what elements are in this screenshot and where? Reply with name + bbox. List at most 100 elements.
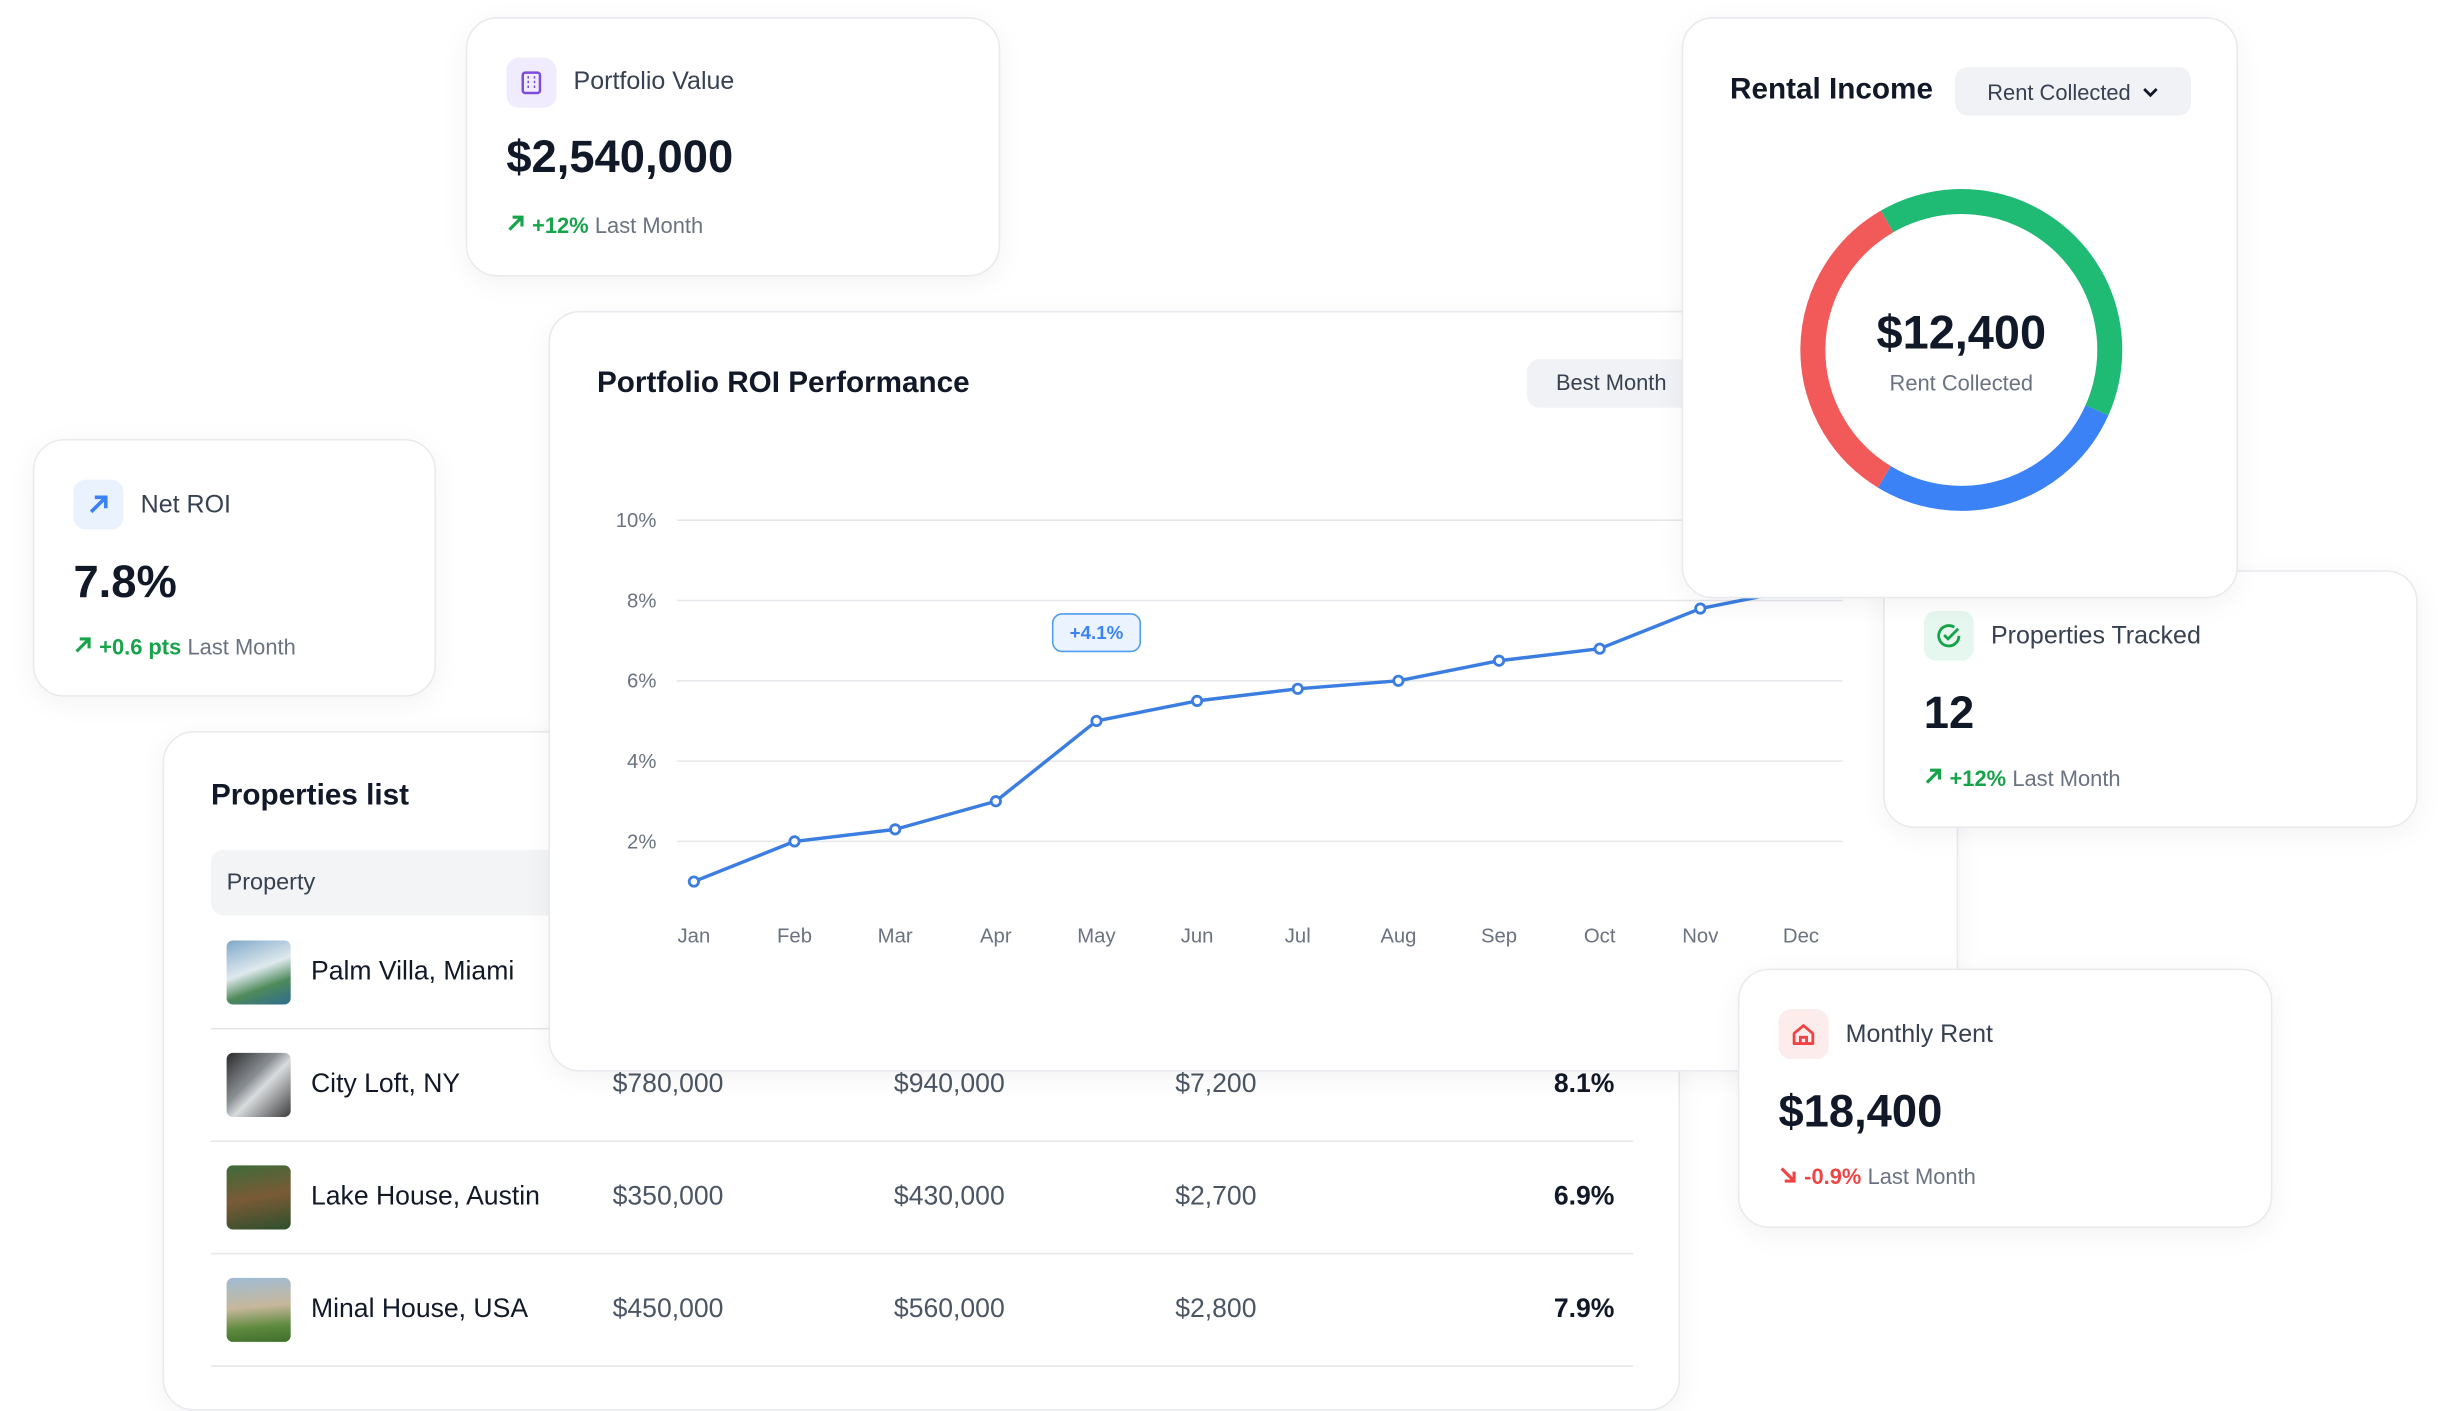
- data-point: [1191, 694, 1204, 707]
- data-point: [1392, 674, 1405, 687]
- chevron[interactable]: [2143, 85, 2159, 97]
- x-tick-label: Jul: [1285, 926, 1311, 948]
- change-period: Last Month: [1867, 1163, 1976, 1189]
- y-tick-label: 6%: [627, 671, 656, 693]
- data-point: [1694, 602, 1707, 615]
- table-title: Properties list: [210, 779, 410, 813]
- donut-center-value: $12,400: [1876, 307, 2047, 360]
- down-arrow: [1780, 1167, 1796, 1183]
- arrow-icon: [73, 479, 124, 530]
- header-cell: Property: [226, 869, 316, 896]
- property-name: City Loft, NY: [310, 1068, 461, 1099]
- property-cell: $430,000: [893, 1181, 1005, 1211]
- donut-segment: [1800, 210, 1894, 488]
- card-title: Net ROI: [140, 492, 231, 519]
- x-tick-label: Aug: [1380, 926, 1416, 948]
- portfolio-value-card: Portfolio Value $2,540,000 +12% Last Mont…: [465, 17, 1001, 277]
- property-thumbnail: [226, 1165, 291, 1230]
- donut-chart: [1800, 189, 2123, 511]
- card-change: -0.9% Last Month: [1778, 1163, 1976, 1192]
- data-point: [1492, 654, 1506, 667]
- y-tick-label: 4%: [627, 751, 656, 773]
- data-point: [687, 875, 700, 888]
- rental-income-card: Rental Income Rent Collected $12,400 Ren…: [1681, 17, 2238, 599]
- property-cell: $560,000: [893, 1293, 1005, 1324]
- data-point: [889, 823, 902, 836]
- property-cell: $2,700: [1175, 1181, 1257, 1211]
- change-period: Last Month: [594, 212, 704, 238]
- check-icon: [1923, 610, 1974, 661]
- x-tick-label: Jan: [678, 926, 711, 948]
- property-thumbnail: [226, 940, 291, 1005]
- x-tick-label: Jun: [1181, 926, 1214, 948]
- data-point: [1090, 714, 1103, 728]
- roi-line: [693, 586, 1802, 884]
- annotation-box: [1051, 613, 1142, 653]
- change-value: +12%: [532, 212, 589, 238]
- card-value: $18,400: [1778, 1087, 1943, 1138]
- icon: [89, 495, 108, 514]
- property-cell: $450,000: [612, 1293, 724, 1324]
- net-roi-card: Net ROI 7.8% +0.6 pts Last Month: [32, 438, 437, 697]
- card-title: Portfolio Value: [573, 68, 735, 96]
- dropdown-label[interactable]: Rent Collected: [1987, 78, 2131, 104]
- change-value: -0.9%: [1804, 1163, 1862, 1189]
- y-tick-label: 8%: [627, 590, 656, 612]
- property-cell: $7,200: [1175, 1068, 1257, 1099]
- y-tick-label: 10%: [616, 510, 657, 532]
- card-change: +0.6 pts Last Month: [73, 634, 296, 662]
- change-period: Last Month: [2012, 765, 2121, 791]
- x-tick-label: Mar: [878, 926, 913, 948]
- property-cell: $350,000: [612, 1181, 724, 1211]
- change-period: Last Month: [187, 634, 296, 660]
- up-arrow: [75, 637, 91, 653]
- icon: [1792, 1024, 1815, 1045]
- card-title: Monthly Rent: [1845, 1021, 1993, 1049]
- x-tick-label: Dec: [1783, 926, 1819, 948]
- x-tick-label: Apr: [980, 926, 1012, 948]
- x-tick-label: Feb: [777, 926, 812, 948]
- property-cell: $780,000: [612, 1068, 724, 1099]
- card-title: Properties Tracked: [1991, 623, 2201, 650]
- x-tick-label: Sep: [1481, 926, 1517, 948]
- dropdown[interactable]: Rent Collected: [1955, 67, 2192, 116]
- chart-title: Portfolio ROI Performance: [597, 366, 970, 399]
- change-value: +12%: [1949, 765, 2007, 791]
- x-tick-label: Nov: [1682, 926, 1719, 948]
- monthly-rent-card: Monthly Rent $18,400 -0.9% Last Month: [1737, 968, 2273, 1228]
- icon: [1937, 624, 1961, 648]
- up-arrow: [1925, 768, 1941, 784]
- properties-tracked-card: Properties Tracked 12 +12% Last Month: [1883, 570, 2418, 828]
- property-cell: $940,000: [893, 1068, 1005, 1099]
- donut-center-label: Rent Collected: [1889, 370, 2034, 396]
- roi-cell: 7.9%: [1553, 1293, 1615, 1324]
- data-point: [1291, 682, 1304, 695]
- row-divider: [210, 1140, 1634, 1142]
- icon: [521, 71, 542, 95]
- card-title: Rental Income: [1730, 73, 1933, 107]
- building-icon: [506, 57, 557, 108]
- property-name: Minal House, USA: [310, 1293, 529, 1324]
- property-thumbnail: [226, 1052, 291, 1117]
- x-tick-label: May: [1077, 926, 1116, 948]
- data-point: [1593, 642, 1606, 655]
- card-change: +12% Last Month: [506, 212, 703, 240]
- home-icon: [1778, 1009, 1829, 1060]
- roi-cell: 8.1%: [1553, 1068, 1615, 1099]
- line-chart: Portfolio ROI Performance Best Month 2% 4…: [597, 359, 1843, 948]
- donut-segment: [1877, 405, 2109, 511]
- annotation: +4.1%: [1070, 622, 1124, 643]
- property-thumbnail: [226, 1277, 291, 1342]
- card-value: $2,540,000: [506, 132, 734, 183]
- best-month-button[interactable]: [1526, 359, 1721, 408]
- roi-cell: 6.9%: [1553, 1181, 1615, 1211]
- data-point: [788, 835, 801, 848]
- row-divider: [210, 1365, 1634, 1367]
- change-value: +0.6 pts: [99, 634, 182, 660]
- row-divider: [210, 1252, 1634, 1255]
- button-label[interactable]: Best Month: [1556, 370, 1667, 395]
- property-name: Palm Villa, Miami: [310, 956, 515, 986]
- donut-segment: [1880, 189, 2123, 416]
- y-tick-label: 2%: [627, 831, 656, 853]
